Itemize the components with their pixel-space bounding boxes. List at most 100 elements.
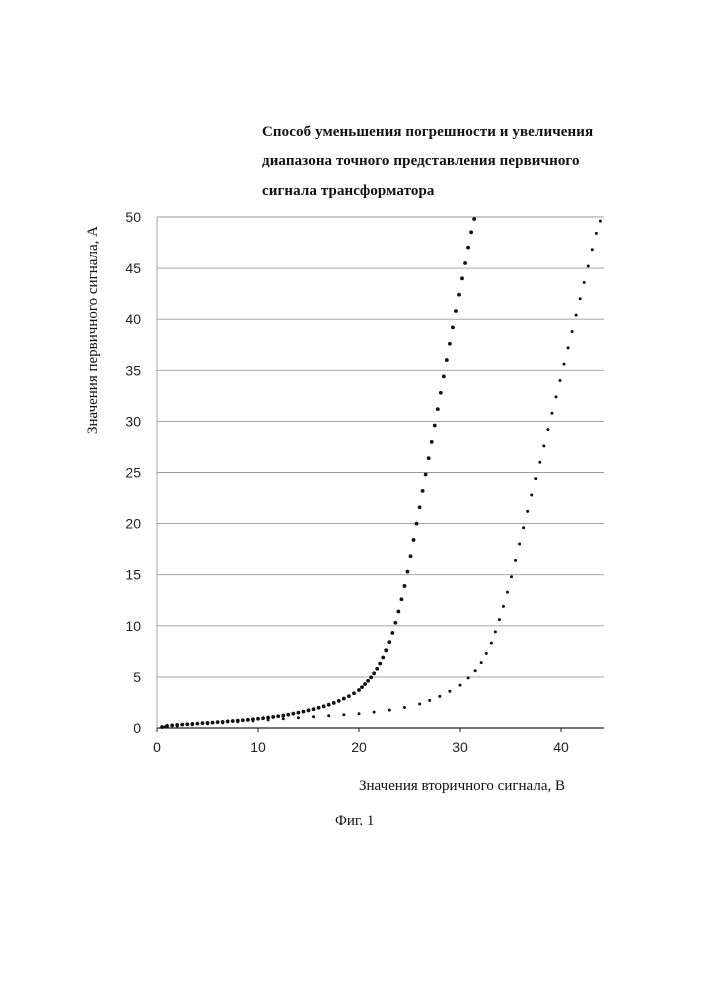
figure-page: Способ уменьшения погрешности и увеличен… bbox=[0, 0, 707, 1000]
data-points bbox=[160, 217, 602, 729]
series-1-point-65 bbox=[436, 407, 440, 411]
series-1-point-17 bbox=[246, 718, 250, 722]
series-2-point-44 bbox=[563, 363, 566, 366]
series-1-point-61 bbox=[424, 473, 428, 477]
series-2-point-50 bbox=[587, 265, 590, 268]
series-1-point-27 bbox=[297, 711, 301, 715]
series-2-point-5 bbox=[236, 720, 239, 723]
series-1-point-44 bbox=[372, 671, 376, 675]
series-1-point-64 bbox=[433, 424, 437, 428]
series-1-point-42 bbox=[366, 679, 370, 683]
x-axis-label: Значения вторичного сигнала, В bbox=[359, 778, 565, 794]
series-1-point-77 bbox=[472, 217, 476, 221]
series-1-point-26 bbox=[291, 712, 295, 716]
series-1-point-54 bbox=[403, 584, 407, 588]
series-1-point-76 bbox=[469, 230, 473, 234]
series-2-point-48 bbox=[579, 297, 582, 300]
series-2-point-31 bbox=[510, 575, 513, 578]
series-2-point-1 bbox=[176, 724, 179, 727]
series-2-point-17 bbox=[418, 702, 421, 705]
x-tick-label-10: 10 bbox=[250, 739, 266, 755]
series-2-point-6 bbox=[251, 719, 254, 722]
series-1-point-10 bbox=[211, 721, 215, 725]
series-2-point-28 bbox=[498, 618, 501, 621]
figure-caption: Фиг. 1 bbox=[335, 813, 374, 830]
series-1-point-75 bbox=[466, 246, 470, 250]
series-2-point-12 bbox=[342, 713, 345, 716]
x-tick-label-40: 40 bbox=[553, 739, 569, 755]
series-1-point-8 bbox=[201, 721, 205, 725]
series-1-point-70 bbox=[451, 325, 455, 329]
gridlines bbox=[157, 217, 604, 728]
scatter-chart: 05101520253035404550010203040 Значения в… bbox=[0, 0, 707, 1000]
y-tick-label-35: 35 bbox=[125, 362, 141, 378]
series-1-point-37 bbox=[347, 694, 351, 698]
series-1-point-73 bbox=[460, 276, 464, 280]
y-tick-label-20: 20 bbox=[125, 516, 141, 532]
series-1-point-23 bbox=[276, 714, 280, 718]
series-2-point-21 bbox=[459, 684, 462, 687]
series-2-point-34 bbox=[522, 526, 525, 529]
series-2-point-13 bbox=[358, 712, 361, 715]
series-1-point-7 bbox=[196, 722, 200, 726]
series-1-point-24 bbox=[281, 714, 285, 718]
series-2-point-18 bbox=[428, 699, 431, 702]
series-2-point-45 bbox=[567, 346, 570, 349]
series-2-point-47 bbox=[575, 314, 578, 317]
series-1-point-49 bbox=[387, 640, 391, 644]
series-1-point-35 bbox=[337, 699, 341, 703]
y-tick-label-50: 50 bbox=[125, 209, 141, 225]
series-2-point-4 bbox=[221, 721, 224, 724]
series-1-point-46 bbox=[378, 662, 382, 666]
series-1-point-51 bbox=[393, 621, 397, 625]
series-2-point-16 bbox=[403, 706, 406, 709]
x-tick-label-0: 0 bbox=[153, 739, 161, 755]
series-2-point-46 bbox=[571, 330, 574, 333]
y-tick-label-30: 30 bbox=[125, 413, 141, 429]
series-1-point-58 bbox=[415, 522, 419, 526]
series-2-point-39 bbox=[542, 444, 545, 447]
series-1-point-25 bbox=[286, 713, 290, 717]
axes bbox=[157, 217, 561, 732]
series-2-point-14 bbox=[373, 711, 376, 714]
x-tick-label-30: 30 bbox=[452, 739, 468, 755]
series-1-point-55 bbox=[406, 570, 410, 574]
series-1-point-68 bbox=[445, 358, 449, 362]
series-2-point-10 bbox=[312, 715, 315, 718]
series-2-point-20 bbox=[448, 690, 451, 693]
series-2-point-8 bbox=[282, 717, 285, 720]
series-2-point-27 bbox=[494, 630, 497, 633]
series-1-point-5 bbox=[185, 722, 189, 726]
series-1-point-62 bbox=[427, 456, 431, 460]
y-tick-label-40: 40 bbox=[125, 311, 141, 327]
series-1-point-22 bbox=[271, 715, 275, 719]
series-1-point-60 bbox=[421, 489, 425, 493]
series-1-point-63 bbox=[430, 440, 434, 444]
series-1-point-33 bbox=[327, 703, 331, 707]
series-1-point-0 bbox=[160, 725, 164, 729]
series-1-point-16 bbox=[241, 718, 245, 722]
series-2-point-29 bbox=[502, 605, 505, 608]
series-1-point-38 bbox=[352, 691, 356, 695]
series-1-point-30 bbox=[312, 707, 316, 711]
series-2-point-9 bbox=[297, 716, 300, 719]
series-2-point-38 bbox=[538, 461, 541, 464]
series-1-point-13 bbox=[226, 720, 230, 724]
x-tick-label-20: 20 bbox=[351, 739, 367, 755]
series-1-point-74 bbox=[463, 261, 467, 265]
series-1-point-14 bbox=[231, 719, 235, 723]
series-1-point-47 bbox=[381, 656, 385, 660]
series-2-point-0 bbox=[164, 725, 167, 728]
series-2-point-19 bbox=[438, 695, 441, 698]
series-1-point-39 bbox=[357, 688, 361, 692]
series-1-point-20 bbox=[261, 716, 265, 720]
series-2-point-33 bbox=[518, 543, 521, 546]
series-1-point-36 bbox=[342, 697, 346, 701]
tick-labels: 05101520253035404550010203040 bbox=[125, 209, 569, 755]
y-tick-label-0: 0 bbox=[133, 720, 141, 736]
series-1-point-4 bbox=[180, 723, 184, 727]
series-1-point-45 bbox=[375, 667, 379, 671]
series-2-point-40 bbox=[546, 428, 549, 431]
series-2-point-43 bbox=[558, 379, 561, 382]
series-2-point-22 bbox=[467, 676, 470, 679]
